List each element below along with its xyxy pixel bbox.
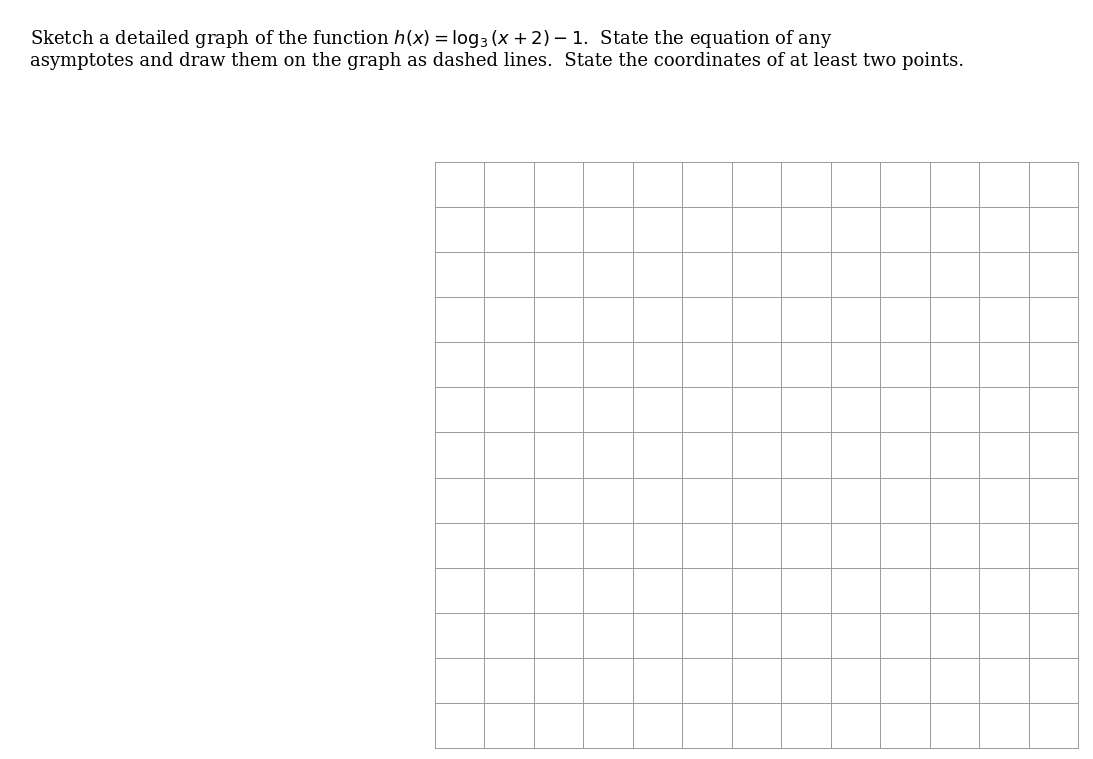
Text: Sketch a detailed graph of the function $h(x) = \log_3 (x + 2) - 1$.  State the : Sketch a detailed graph of the function … <box>30 28 833 50</box>
Text: asymptotes and draw them on the graph as dashed lines.  State the coordinates of: asymptotes and draw them on the graph as… <box>30 52 964 70</box>
